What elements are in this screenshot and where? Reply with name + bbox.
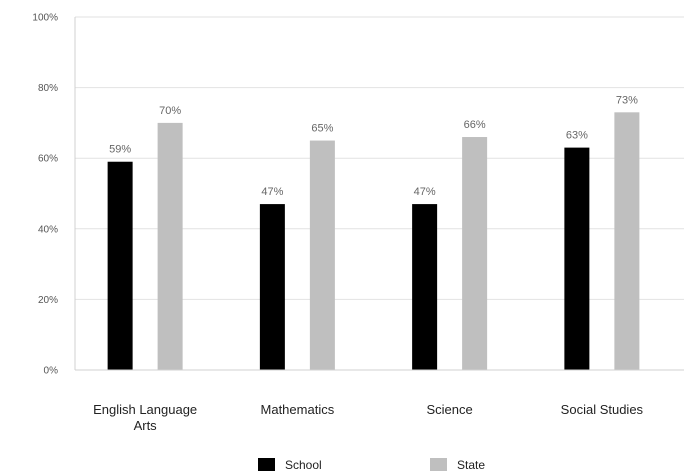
data-labels: 59% 70% 47% 65% 47% 66% 63% 73% xyxy=(109,94,638,198)
y-tick-label: 40% xyxy=(38,224,58,235)
x-tick-label-line: Social Studies xyxy=(561,402,644,417)
bar-state xyxy=(157,122,183,371)
y-tick-label: 20% xyxy=(38,295,58,306)
bars xyxy=(107,112,640,371)
x-tick-label-line: Arts xyxy=(134,418,158,433)
data-label: 65% xyxy=(311,123,333,135)
y-tick-label: 60% xyxy=(38,154,58,165)
x-tick-label-line: Science xyxy=(427,402,473,417)
x-tick-label-line: Mathematics xyxy=(261,402,335,417)
data-label: 47% xyxy=(414,186,436,198)
x-tick-label: Mathematics xyxy=(261,402,335,417)
data-label: 70% xyxy=(159,105,181,117)
legend-label-school: School xyxy=(285,458,322,472)
x-tick-label: English Language Arts xyxy=(93,402,197,433)
y-tick-label: 80% xyxy=(38,83,58,94)
bar-school xyxy=(412,204,438,370)
bar-state xyxy=(462,137,488,370)
x-axis: English Language Arts Mathematics Science So… xyxy=(75,369,684,433)
legend-swatch-school xyxy=(258,458,275,471)
y-tick-label: 100% xyxy=(32,13,58,24)
bar-state xyxy=(614,112,640,370)
data-label: 63% xyxy=(566,130,588,142)
x-tick-label: Science xyxy=(427,402,473,417)
legend: School State xyxy=(258,458,485,472)
data-label: 73% xyxy=(616,94,638,106)
y-axis: 0% 20% 40% 60% 80% 100% xyxy=(32,13,76,377)
x-tick-label-line: English Language xyxy=(93,402,197,417)
data-label: 47% xyxy=(261,186,283,198)
y-tick-label: 0% xyxy=(44,366,59,377)
legend-swatch-state xyxy=(430,458,447,471)
bar-school xyxy=(107,161,133,370)
data-label: 59% xyxy=(109,144,131,156)
bar-school xyxy=(259,204,285,370)
bar-state xyxy=(309,140,335,370)
legend-label-state: State xyxy=(457,458,485,472)
x-tick-label: Social Studies xyxy=(561,402,644,417)
bar-school xyxy=(564,147,590,370)
data-label: 66% xyxy=(464,119,486,131)
